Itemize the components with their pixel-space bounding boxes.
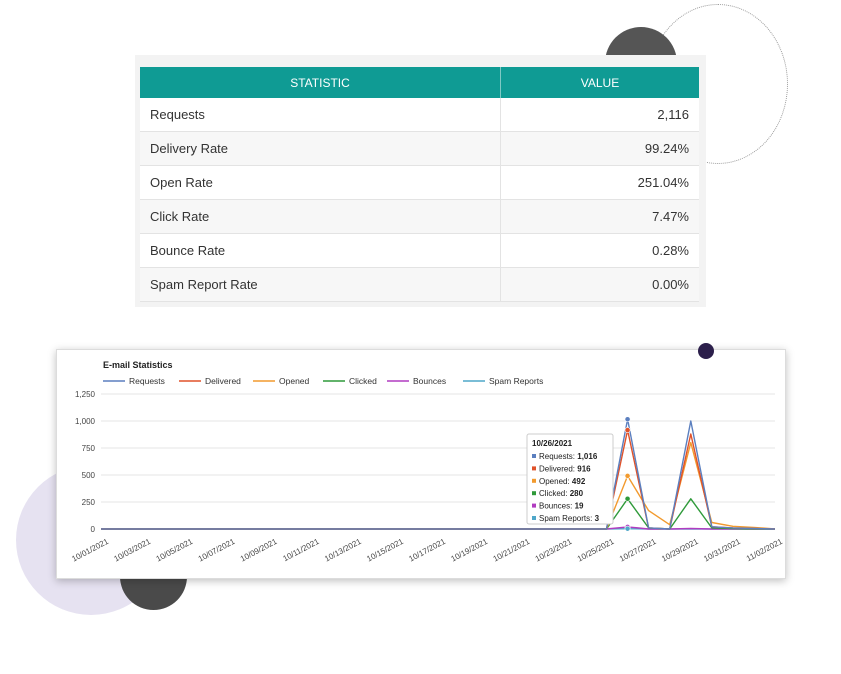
row-value: 0.28% [500,233,699,268]
series-line-clicked [101,498,775,530]
tooltip-swatch [532,466,536,471]
x-tick-label: 10/13/2021 [323,537,363,564]
x-tick-label: 10/17/2021 [407,537,447,564]
column-header-statistic[interactable]: STATISTIC [140,67,501,98]
tooltip-swatch [532,454,536,458]
y-tick-label: 250 [82,498,96,507]
row-value: 7.47% [500,199,699,234]
x-tick-label: 10/27/2021 [618,537,658,564]
tooltip-row: Spam Reports: 3 [539,514,600,523]
tooltip-row: Delivered: 916 [539,464,591,473]
x-tick-label: 10/31/2021 [702,537,742,564]
tooltip-row: Bounces: 19 [539,502,584,511]
y-tick-label: 1,000 [75,417,96,426]
x-tick-label: 10/21/2021 [492,537,532,564]
tooltip-row: Clicked: 280 [539,489,584,498]
y-axis-ticks: 0 250 500 750 1,000 1,250 [75,390,96,534]
row-value: 251.04% [500,165,699,200]
table-row: Open Rate 251.04% [140,165,699,200]
y-tick-label: 1,250 [75,390,96,399]
legend-item-delivered[interactable]: Delivered [205,376,241,386]
tooltip-swatch [532,478,536,483]
x-tick-label: 10/29/2021 [660,537,700,564]
y-tick-label: 750 [82,444,96,453]
table-row: Spam Report Rate 0.00% [140,267,699,302]
row-label: Open Rate [140,165,501,200]
table-row: Bounce Rate 0.28% [140,233,699,268]
tooltip-swatch [532,516,536,520]
legend-item-spam-reports[interactable]: Spam Reports [489,376,543,386]
row-label: Click Rate [140,199,501,234]
table-row: Delivery Rate 99.24% [140,131,699,166]
x-tick-label: 10/19/2021 [449,537,489,564]
row-value: 99.24% [500,131,699,166]
highlighted-point [624,427,631,433]
x-tick-label: 10/03/2021 [112,537,152,564]
row-label: Delivery Rate [140,131,501,166]
highlighted-point [624,416,631,423]
row-label: Spam Report Rate [140,267,501,302]
legend-item-bounces[interactable]: Bounces [413,376,446,386]
x-tick-label: 10/09/2021 [239,537,279,564]
highlighted-point [624,525,631,532]
chart-series [101,416,776,532]
row-label: Bounce Rate [140,233,501,268]
chart-legend: Requests Delivered Opened Clicked Bounces Spa… [103,376,543,386]
highlighted-point [624,472,631,479]
statistics-table: STATISTIC VALUE Requests 2,116 Delivery … [140,67,699,302]
table-row: Click Rate 7.47% [140,199,699,234]
tooltip-row: Opened: 492 [539,477,586,486]
series-line-requests [101,418,776,530]
column-header-value[interactable]: VALUE [500,67,699,98]
email-statistics-chart-card: E-mail Statistics Requests Delivered Opene… [56,349,786,579]
tooltip-swatch [532,491,536,496]
tooltip-swatch [532,503,536,508]
decorative-navy-dot [698,343,714,359]
chart-title: E-mail Statistics [103,360,173,370]
email-statistics-chart: E-mail Statistics Requests Delivered Opene… [70,360,784,564]
tooltip-row: Requests: 1,016 [539,452,598,461]
row-value: 0.00% [500,267,699,302]
tooltip-box [526,433,614,525]
chart-tooltip: 10/26/2021 Requests: 1,016 Delivered: 916 O… [526,433,614,525]
tooltip-date: 10/26/2021 [532,439,573,448]
table-row: Requests 2,116 [140,98,699,132]
x-tick-label: 11/02/2021 [745,537,785,564]
series-line-opened [101,441,776,530]
x-tick-label: 10/23/2021 [534,537,574,564]
row-value: 2,116 [500,98,699,132]
highlighted-point [624,495,631,502]
x-axis-ticks: 10/01/2021 10/03/2021 10/05/2021 10/07/2021… [70,537,784,564]
x-tick-label: 10/05/2021 [155,537,195,564]
row-label: Requests [140,98,501,132]
x-tick-label: 10/07/2021 [197,537,237,564]
legend-item-requests[interactable]: Requests [129,376,165,386]
legend-item-clicked[interactable]: Clicked [349,376,377,386]
statistics-card: STATISTIC VALUE Requests 2,116 Delivery … [135,55,706,307]
legend-item-opened[interactable]: Opened [279,376,310,386]
x-tick-label: 10/25/2021 [576,537,616,564]
y-tick-label: 0 [91,525,96,534]
x-tick-label: 10/11/2021 [282,537,322,564]
x-tick-label: 10/15/2021 [365,537,405,564]
series-line-delivered [101,429,776,530]
table-header-row: STATISTIC VALUE [140,67,699,98]
y-tick-label: 500 [82,471,96,480]
x-tick-label: 10/01/2021 [70,537,110,564]
